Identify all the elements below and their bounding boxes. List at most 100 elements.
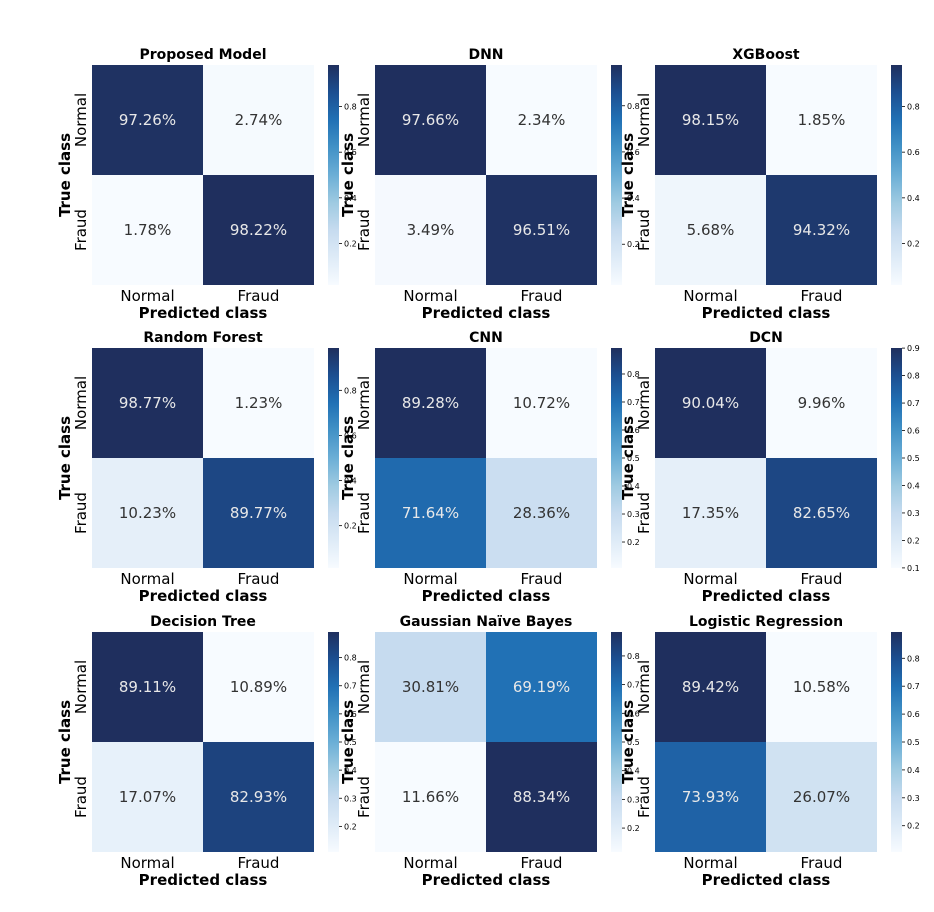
matrix-cell xyxy=(203,458,314,568)
matrix-cell xyxy=(655,175,766,285)
cell-value-label: 90.04% xyxy=(682,394,739,412)
colorbar-tick-label: 0.4 xyxy=(907,766,920,775)
matrix-cell xyxy=(655,632,766,742)
colorbar-tick-label: 0.4 xyxy=(627,194,640,203)
matrix-cell xyxy=(92,632,203,742)
colorbar xyxy=(891,65,902,285)
colorbar-tick-label: 0.3 xyxy=(344,794,357,803)
cell-value-label: 30.81% xyxy=(402,678,459,696)
colorbar-tick-label: 0.5 xyxy=(907,738,920,747)
colorbar-tick-label: 0.2 xyxy=(627,824,640,833)
cell-value-label: 1.78% xyxy=(124,221,172,239)
y-tick-label: Fraud xyxy=(355,776,373,818)
matrix-cell xyxy=(375,742,486,852)
cell-value-label: 5.68% xyxy=(687,221,735,239)
matrix-cell xyxy=(766,348,877,458)
cell-value-label: 98.15% xyxy=(682,111,739,129)
matrix-cell xyxy=(486,458,597,568)
colorbar-tick-label: 0.4 xyxy=(344,477,357,486)
matrix-cell xyxy=(486,742,597,852)
matrix-title: DCN xyxy=(749,330,783,346)
cell-value-label: 2.34% xyxy=(518,111,566,129)
colorbar-tick-label: 0.8 xyxy=(344,103,357,112)
y-tick-label: Normal xyxy=(355,660,373,714)
colorbar xyxy=(328,348,339,568)
matrix-cell xyxy=(486,175,597,285)
colorbar-tick-label: 0.7 xyxy=(907,682,920,691)
colorbar xyxy=(611,65,622,285)
matrix-cell xyxy=(375,175,486,285)
colorbar-tick-label: 0.6 xyxy=(907,148,920,157)
colorbar-tick-label: 0.7 xyxy=(344,682,357,691)
colorbar-tick-label: 0.8 xyxy=(907,654,920,663)
x-tick-label: Normal xyxy=(683,287,737,305)
y-tick-label: Normal xyxy=(635,93,653,147)
cell-value-label: 82.65% xyxy=(793,504,850,522)
colorbar xyxy=(328,632,339,852)
y-tick-label: Normal xyxy=(72,660,90,714)
confusion-matrix-9: Logistic Regression 89.42% 10.58% 73.93% 26.… xyxy=(619,614,920,889)
y-tick-label: Normal xyxy=(72,93,90,147)
cell-value-label: 98.77% xyxy=(119,394,176,412)
matrix-cell xyxy=(375,632,486,742)
colorbar xyxy=(328,65,339,285)
x-axis-label: Predicted class xyxy=(422,871,551,889)
colorbar-tick-label: 0.4 xyxy=(907,481,920,490)
colorbar-tick-label: 0.8 xyxy=(627,652,640,661)
colorbar-tick-label: 0.8 xyxy=(627,102,640,111)
y-axis-label: True class xyxy=(339,133,357,217)
y-tick-label: Fraud xyxy=(355,492,373,534)
cell-value-label: 26.07% xyxy=(793,788,850,806)
y-tick-label: Normal xyxy=(355,93,373,147)
colorbar-tick-label: 0.7 xyxy=(907,399,920,408)
matrix-cell xyxy=(375,458,486,568)
cell-value-label: 28.36% xyxy=(513,504,570,522)
cell-value-label: 10.89% xyxy=(230,678,287,696)
cell-value-label: 10.58% xyxy=(793,678,850,696)
colorbar-tick-label: 0.3 xyxy=(907,509,920,518)
cell-value-label: 3.49% xyxy=(407,221,455,239)
colorbar-tick-label: 0.8 xyxy=(344,654,357,663)
matrix-title: Proposed Model xyxy=(139,47,266,63)
colorbar-tick-label: 0.3 xyxy=(627,795,640,804)
cell-value-label: 71.64% xyxy=(402,504,459,522)
x-tick-label: Fraud xyxy=(801,570,843,588)
x-tick-label: Fraud xyxy=(238,287,280,305)
y-tick-label: Normal xyxy=(635,376,653,430)
matrix-cell xyxy=(766,742,877,852)
y-tick-label: Fraud xyxy=(72,776,90,818)
matrix-cell xyxy=(92,742,203,852)
cell-value-label: 88.34% xyxy=(513,788,570,806)
matrix-cell xyxy=(375,65,486,175)
cell-value-label: 9.96% xyxy=(798,394,846,412)
cell-value-label: 89.42% xyxy=(682,678,739,696)
cell-value-label: 97.26% xyxy=(119,111,176,129)
y-tick-label: Fraud xyxy=(355,209,373,251)
matrix-cell xyxy=(766,175,877,285)
cell-value-label: 73.93% xyxy=(682,788,739,806)
matrix-cell xyxy=(655,65,766,175)
colorbar-tick-label: 0.7 xyxy=(627,681,640,690)
matrix-title: Decision Tree xyxy=(150,614,256,630)
cell-value-label: 89.28% xyxy=(402,394,459,412)
cell-value-label: 96.51% xyxy=(513,221,570,239)
colorbar xyxy=(891,632,902,852)
colorbar-tick-label: 0.2 xyxy=(344,822,357,831)
matrix-cell xyxy=(486,65,597,175)
colorbar-tick-label: 0.8 xyxy=(907,372,920,381)
x-tick-label: Normal xyxy=(683,570,737,588)
matrix-title: Logistic Regression xyxy=(689,614,843,630)
colorbar-tick-label: 0.4 xyxy=(627,767,640,776)
matrix-cell xyxy=(92,175,203,285)
x-tick-label: Fraud xyxy=(238,570,280,588)
x-tick-label: Normal xyxy=(403,287,457,305)
colorbar-tick-label: 0.2 xyxy=(627,240,640,249)
cell-value-label: 69.19% xyxy=(513,678,570,696)
x-tick-label: Fraud xyxy=(801,854,843,872)
colorbar-tick-label: 0.4 xyxy=(344,194,357,203)
cell-value-label: 98.22% xyxy=(230,221,287,239)
cell-value-label: 89.11% xyxy=(119,678,176,696)
x-tick-label: Normal xyxy=(403,570,457,588)
x-tick-label: Normal xyxy=(120,287,174,305)
